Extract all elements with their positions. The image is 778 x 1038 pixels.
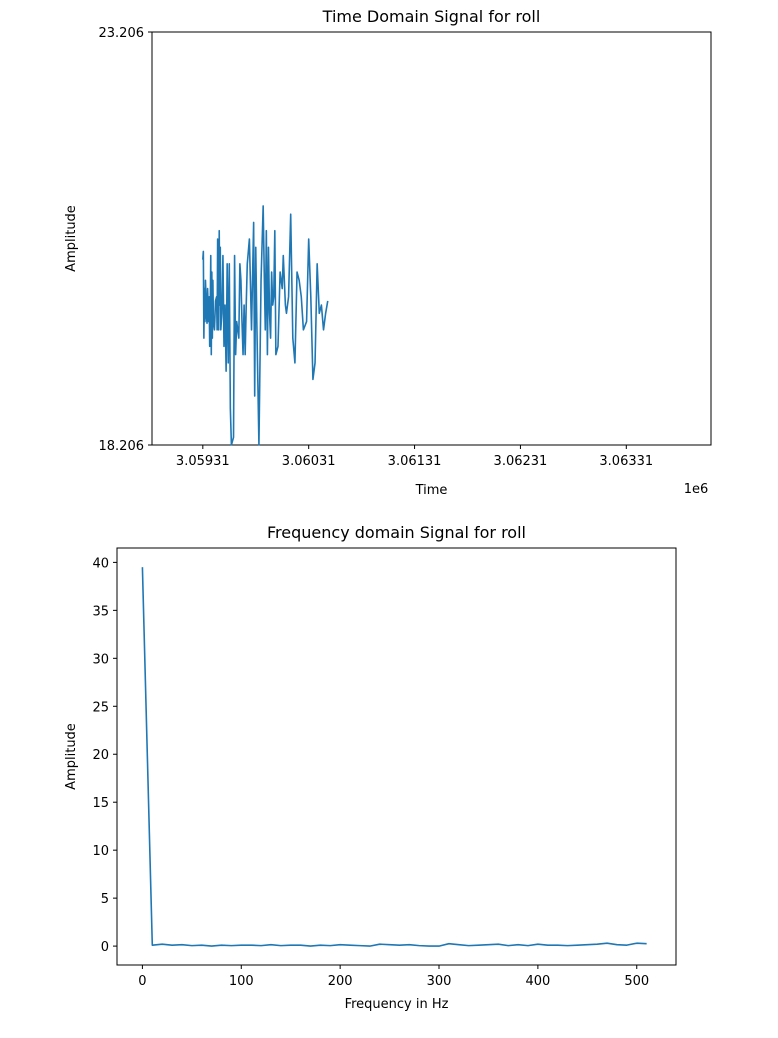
x-axis-label: Frequency in Hz	[345, 997, 449, 1012]
y-tick-label: 40	[92, 556, 109, 571]
y-tick-label: 15	[92, 796, 109, 811]
y-tick-label: 25	[92, 700, 109, 715]
chart-1: Time Domain Signal for roll 3.05931 3.0603…	[64, 7, 712, 498]
axes-frame	[151, 31, 712, 446]
x-tick-label: 3.05931	[176, 454, 230, 469]
x-tick-label: 200	[328, 974, 353, 989]
x-axis-label: Time	[415, 483, 448, 498]
series-line	[141, 567, 647, 947]
x-tick-label: 500	[624, 974, 649, 989]
x-tick-label: 100	[229, 974, 254, 989]
y-tick-label: 18.206	[99, 439, 145, 454]
chart-title: Time Domain Signal for roll	[322, 7, 541, 26]
y-tick-label: 20	[92, 748, 109, 763]
y-axis-label: Amplitude	[64, 723, 79, 790]
x-tick-label: 400	[525, 974, 550, 989]
x-tick-label: 3.06131	[388, 454, 442, 469]
y-tick-label: 35	[92, 604, 109, 619]
series-line	[202, 205, 329, 446]
y-tick-label: 0	[101, 940, 109, 955]
y-tick-label: 30	[92, 652, 109, 667]
y-tick-label: 23.206	[99, 26, 145, 41]
chart-title: Frequency domain Signal for roll	[267, 523, 526, 542]
y-tick-label: 5	[101, 892, 109, 907]
y-axis-label: Amplitude	[64, 205, 79, 272]
x-tick-label: 300	[427, 974, 452, 989]
x-tick-label: 3.06331	[599, 454, 653, 469]
x-tick-label: 3.06231	[494, 454, 548, 469]
x-offset-label: 1e6	[684, 482, 709, 497]
axes-frame	[116, 547, 677, 966]
y-tick-label: 10	[92, 844, 109, 859]
x-tick-label: 0	[138, 974, 146, 989]
x-tick-label: 3.06031	[282, 454, 336, 469]
